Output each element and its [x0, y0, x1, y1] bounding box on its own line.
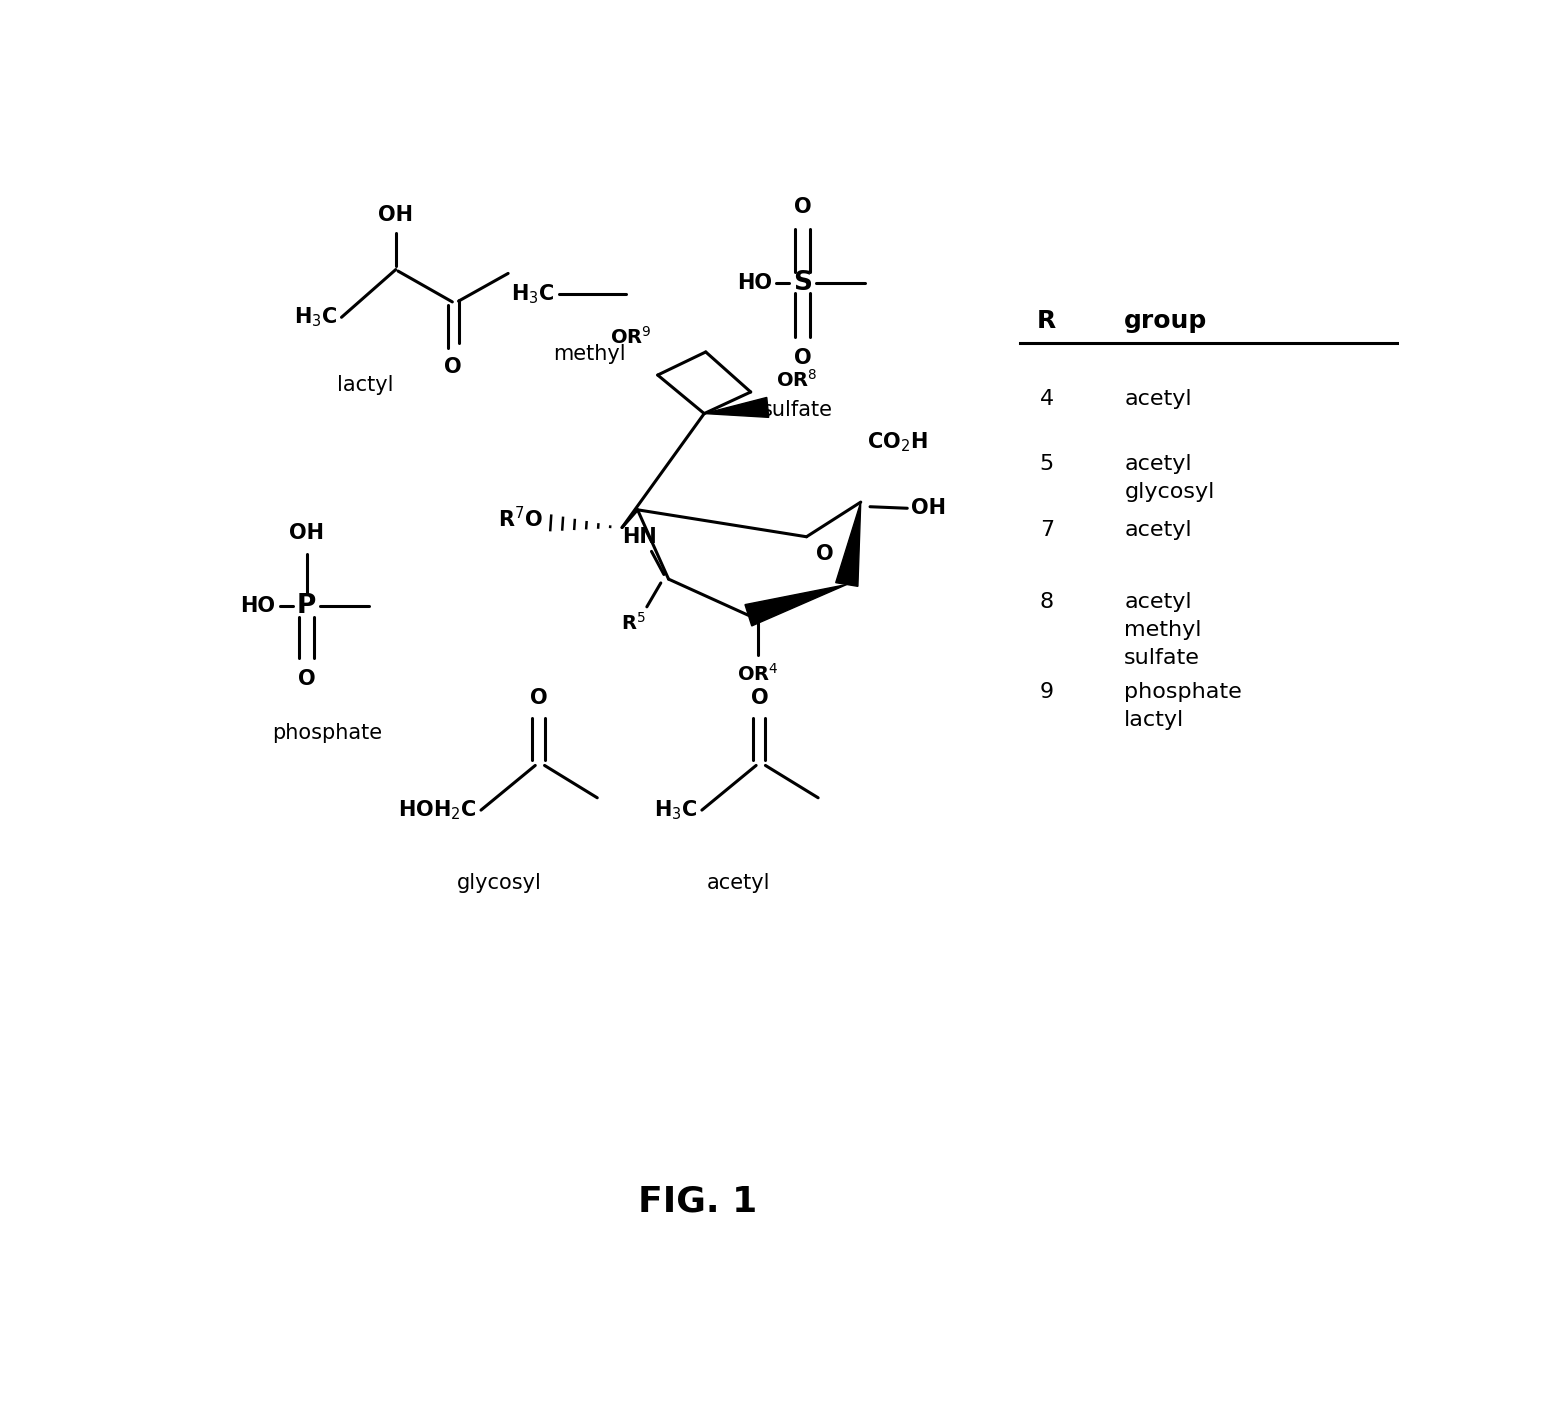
Text: OR$^4$: OR$^4$ — [737, 663, 779, 685]
Text: HO: HO — [737, 272, 772, 292]
Text: 7: 7 — [1040, 520, 1054, 540]
Text: OH: OH — [911, 499, 946, 519]
Text: OH: OH — [378, 205, 413, 225]
Text: acetyl: acetyl — [707, 874, 771, 893]
Text: 8: 8 — [1040, 593, 1054, 613]
Text: O: O — [751, 688, 769, 708]
Text: phosphate: phosphate — [272, 722, 382, 742]
Text: R$^5$: R$^5$ — [620, 611, 645, 633]
Text: acetyl: acetyl — [1124, 520, 1192, 540]
Text: acetyl: acetyl — [1124, 389, 1192, 409]
Text: 4: 4 — [1040, 389, 1054, 409]
Text: P: P — [297, 593, 317, 618]
Text: group: group — [1124, 309, 1207, 332]
Polygon shape — [744, 584, 847, 626]
Text: O: O — [443, 358, 462, 378]
Text: phosphate
lactyl: phosphate lactyl — [1124, 681, 1242, 730]
Text: 9: 9 — [1040, 681, 1054, 701]
Text: OR$^9$: OR$^9$ — [611, 326, 651, 348]
Text: HO: HO — [241, 596, 275, 616]
Text: S: S — [793, 269, 813, 295]
Text: O: O — [794, 197, 811, 217]
Text: H$_3$C: H$_3$C — [511, 282, 555, 306]
Text: R: R — [1037, 309, 1057, 332]
Text: O: O — [794, 348, 811, 368]
Text: CO$_2$H: CO$_2$H — [867, 430, 928, 455]
Text: OH: OH — [289, 523, 325, 543]
Polygon shape — [704, 398, 769, 418]
Text: H$_3$C: H$_3$C — [294, 305, 337, 329]
Text: FIG. 1: FIG. 1 — [639, 1184, 758, 1218]
Text: R$^7$O: R$^7$O — [499, 506, 542, 532]
Text: sulfate: sulfate — [761, 399, 833, 420]
Text: glycosyl: glycosyl — [457, 874, 541, 893]
Text: acetyl
glycosyl: acetyl glycosyl — [1124, 453, 1215, 502]
Text: methyl: methyl — [553, 345, 626, 365]
Text: O: O — [530, 688, 549, 708]
Text: O: O — [298, 670, 315, 690]
Text: H$_3$C: H$_3$C — [654, 798, 698, 822]
Text: HOH$_2$C: HOH$_2$C — [398, 798, 477, 822]
Text: O: O — [816, 544, 833, 564]
Text: acetyl
methyl
sulfate: acetyl methyl sulfate — [1124, 593, 1201, 668]
Polygon shape — [836, 502, 861, 586]
Text: lactyl: lactyl — [337, 375, 393, 395]
Text: 5: 5 — [1040, 453, 1054, 473]
Text: HN: HN — [622, 527, 657, 547]
Text: OR$^8$: OR$^8$ — [775, 369, 817, 390]
